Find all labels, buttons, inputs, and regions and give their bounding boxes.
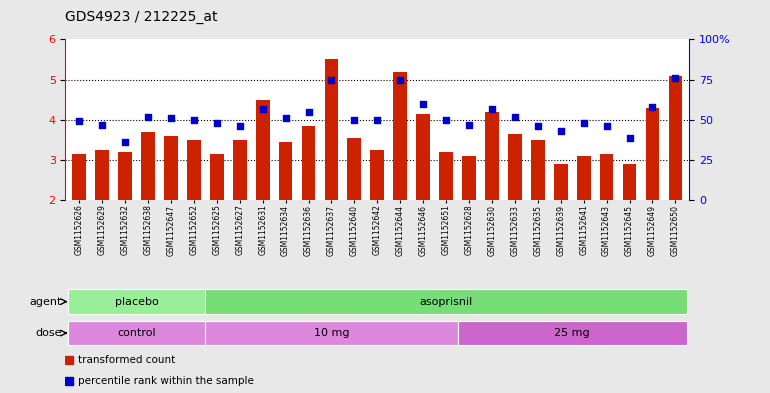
Point [96, 121, 109, 128]
Point [601, 123, 613, 129]
Bar [370, 150, 384, 200]
Text: dose: dose [35, 328, 62, 338]
Bar [206, 289, 687, 314]
Bar [72, 154, 86, 200]
Bar [347, 138, 361, 200]
Bar [531, 140, 544, 200]
Point [578, 120, 590, 126]
Bar [439, 152, 453, 200]
Point [646, 104, 658, 110]
Text: 25 mg: 25 mg [554, 328, 590, 338]
Bar [68, 289, 206, 314]
Bar [187, 140, 201, 200]
Bar [256, 100, 270, 200]
Text: GDS4923 / 212225_at: GDS4923 / 212225_at [65, 10, 218, 24]
Point [142, 114, 154, 120]
Bar [485, 112, 499, 200]
Text: percentile rank within the sample: percentile rank within the sample [78, 376, 254, 386]
Bar [462, 156, 476, 200]
Point [303, 108, 315, 115]
Point [440, 117, 452, 123]
Point [119, 139, 131, 145]
Point [211, 120, 223, 126]
Bar [164, 136, 178, 200]
Text: agent: agent [29, 297, 62, 307]
Bar [68, 321, 206, 345]
Point [256, 105, 269, 112]
Bar [577, 156, 591, 200]
Text: control: control [117, 328, 156, 338]
Text: 10 mg: 10 mg [313, 328, 349, 338]
Bar [508, 134, 522, 200]
Bar [325, 59, 338, 200]
Point [509, 114, 521, 120]
Bar [210, 154, 223, 200]
Bar [600, 154, 614, 200]
Point [394, 76, 407, 83]
Point [669, 75, 681, 81]
Text: asoprisnil: asoprisnil [420, 297, 473, 307]
Point [348, 117, 360, 123]
Point [73, 118, 85, 125]
Point [325, 76, 337, 83]
Bar [206, 321, 457, 345]
Bar [417, 114, 430, 200]
Bar [554, 164, 567, 200]
Point [233, 123, 246, 129]
Bar [118, 152, 132, 200]
Point [486, 105, 498, 112]
Bar [457, 321, 687, 345]
Bar [623, 164, 637, 200]
Bar [645, 108, 659, 200]
Point [280, 115, 292, 121]
Point [371, 117, 383, 123]
Bar [233, 140, 246, 200]
Point [531, 123, 544, 129]
Bar [95, 150, 109, 200]
Point [165, 115, 177, 121]
Bar [141, 132, 155, 200]
Bar [279, 142, 293, 200]
Point [188, 117, 200, 123]
Point [463, 121, 475, 128]
Bar [668, 75, 682, 200]
Bar [393, 72, 407, 200]
Point [624, 134, 636, 141]
Point [554, 128, 567, 134]
Text: placebo: placebo [115, 297, 159, 307]
Text: transformed count: transformed count [78, 354, 175, 365]
Point [417, 101, 430, 107]
Bar [302, 126, 316, 200]
